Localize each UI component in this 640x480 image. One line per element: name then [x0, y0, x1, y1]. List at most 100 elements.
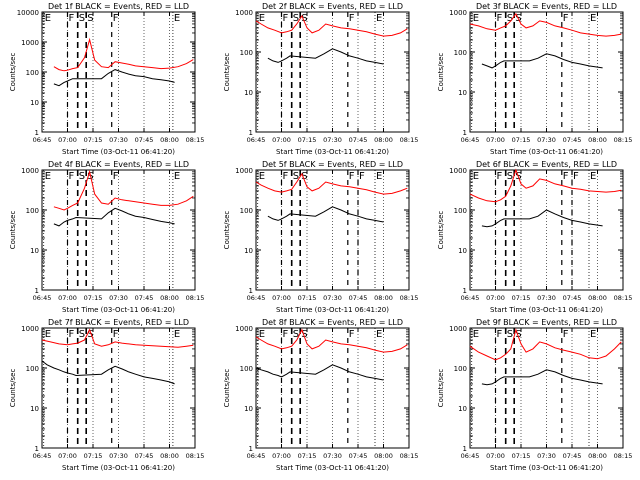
event-marker-label: E: [590, 13, 596, 24]
x-tick-label: 07:30: [109, 294, 128, 302]
lld-series-line: [53, 169, 194, 211]
x-tick-label: 07:00: [58, 136, 77, 144]
chart-title: Det 6f BLACK = Events, RED = LLD: [476, 160, 617, 169]
x-axis-label: Start Time (03-Oct-11 06:41:20): [62, 306, 175, 314]
event-marker-label: F: [563, 171, 569, 182]
event-marker-label: F: [113, 171, 119, 182]
y-tick-label: 1: [35, 129, 39, 137]
event-marker-label: F: [113, 329, 119, 340]
x-tick-label: 07:15: [512, 136, 531, 144]
x-tick-label: 08:00: [374, 136, 393, 144]
events-series-line: [41, 360, 175, 385]
event-marker-label: S: [293, 329, 299, 340]
chart-panel-7: Det 7f BLACK = Events, RED = LLD Start Ti…: [9, 318, 204, 472]
y-tick-label: 100: [240, 365, 253, 373]
events-series-line: [481, 209, 603, 228]
x-axis-label: Start Time (03-Oct-11 06:41:20): [490, 306, 603, 314]
event-marker-label: F: [563, 329, 569, 340]
event-marker-label: E: [45, 171, 51, 182]
chart-panel-9: Det 9f BLACK = Events, RED = LLD Start Ti…: [437, 318, 632, 472]
y-tick-label: 1000: [235, 9, 253, 17]
event-marker-label: S: [87, 329, 93, 340]
x-tick-label: 08:00: [374, 294, 393, 302]
x-tick-label: 07:30: [323, 136, 342, 144]
events-series-line: [481, 369, 603, 386]
x-tick-label: 06:45: [33, 452, 52, 460]
y-tick-label: 1: [35, 445, 39, 453]
x-tick-label: 08:00: [588, 136, 607, 144]
event-marker-label: S: [507, 171, 513, 182]
x-tick-label: 07:15: [84, 136, 103, 144]
y-tick-label: 1000: [235, 325, 253, 333]
x-axis-label: Start Time (03-Oct-11 06:41:20): [490, 464, 603, 472]
x-tick-label: 07:00: [272, 452, 291, 460]
event-marker-label: E: [473, 13, 479, 24]
event-marker-label: S: [87, 13, 93, 24]
x-tick-label: 06:45: [461, 294, 480, 302]
x-tick-label: 07:45: [563, 136, 582, 144]
y-tick-label: 1000: [21, 325, 39, 333]
event-marker-label: E: [473, 329, 479, 340]
x-tick-label: 08:00: [160, 294, 179, 302]
y-axis-label: Counts/sec: [9, 369, 17, 408]
event-marker-label: E: [259, 171, 265, 182]
x-tick-label: 07:00: [272, 294, 291, 302]
y-tick-label: 10: [244, 405, 253, 413]
y-tick-label: 10: [30, 99, 39, 107]
x-axis-label: Start Time (03-Oct-11 06:41:20): [62, 464, 175, 472]
y-tick-label: 100: [240, 207, 253, 215]
event-marker-label: S: [301, 13, 307, 24]
x-tick-label: 08:00: [160, 136, 179, 144]
y-tick-label: 1000: [449, 325, 467, 333]
x-tick-label: 07:00: [58, 294, 77, 302]
x-tick-label: 08:15: [186, 136, 205, 144]
y-tick-label: 10: [244, 247, 253, 255]
x-tick-label: 08:15: [186, 294, 205, 302]
event-marker-label: F: [113, 13, 119, 24]
event-marker-label: E: [174, 171, 180, 182]
x-tick-label: 07:15: [298, 136, 317, 144]
chart-panel-2: Det 2f BLACK = Events, RED = LLD Start Ti…: [223, 2, 418, 156]
y-tick-label: 1000: [21, 39, 39, 47]
y-tick-label: 100: [26, 207, 39, 215]
x-tick-label: 08:00: [160, 452, 179, 460]
y-tick-label: 10: [30, 405, 39, 413]
event-marker-label: E: [174, 13, 180, 24]
lld-series-line: [469, 168, 622, 203]
y-axis-label: Counts/sec: [223, 53, 231, 92]
x-tick-label: 08:15: [614, 136, 633, 144]
event-marker-label: S: [79, 329, 85, 340]
x-tick-label: 07:30: [323, 294, 342, 302]
y-tick-label: 1: [463, 287, 467, 295]
event-marker-label: S: [515, 329, 521, 340]
chart-panel-4: Det 4f BLACK = Events, RED = LLD Start Ti…: [9, 160, 204, 314]
event-marker-label: E: [45, 329, 51, 340]
x-tick-label: 07:45: [349, 136, 368, 144]
lld-series-line: [469, 12, 622, 37]
y-tick-label: 10: [458, 89, 467, 97]
x-tick-label: 07:45: [135, 452, 154, 460]
x-tick-label: 07:00: [272, 136, 291, 144]
y-tick-label: 100: [240, 49, 253, 57]
event-marker-label: E: [376, 329, 382, 340]
event-marker-label: F: [497, 329, 503, 340]
x-axis-label: Start Time (03-Oct-11 06:41:20): [276, 464, 389, 472]
y-tick-label: 10: [458, 405, 467, 413]
event-marker-label: F: [283, 171, 289, 182]
y-tick-label: 1: [463, 445, 467, 453]
event-marker-label: F: [283, 13, 289, 24]
y-axis-label: Counts/sec: [9, 53, 17, 92]
x-tick-label: 06:45: [461, 452, 480, 460]
x-axis-label: Start Time (03-Oct-11 06:41:20): [490, 148, 603, 156]
chart-title: Det 8f BLACK = Events, RED = LLD: [262, 318, 403, 327]
event-marker-label: F: [497, 171, 503, 182]
x-tick-label: 06:45: [247, 452, 266, 460]
lld-series-line: [53, 37, 194, 72]
x-tick-label: 08:00: [588, 294, 607, 302]
event-marker-label: S: [507, 13, 513, 24]
x-tick-label: 08:15: [400, 294, 419, 302]
y-tick-label: 1: [463, 129, 467, 137]
event-marker-label: E: [376, 13, 382, 24]
x-tick-label: 08:00: [374, 452, 393, 460]
